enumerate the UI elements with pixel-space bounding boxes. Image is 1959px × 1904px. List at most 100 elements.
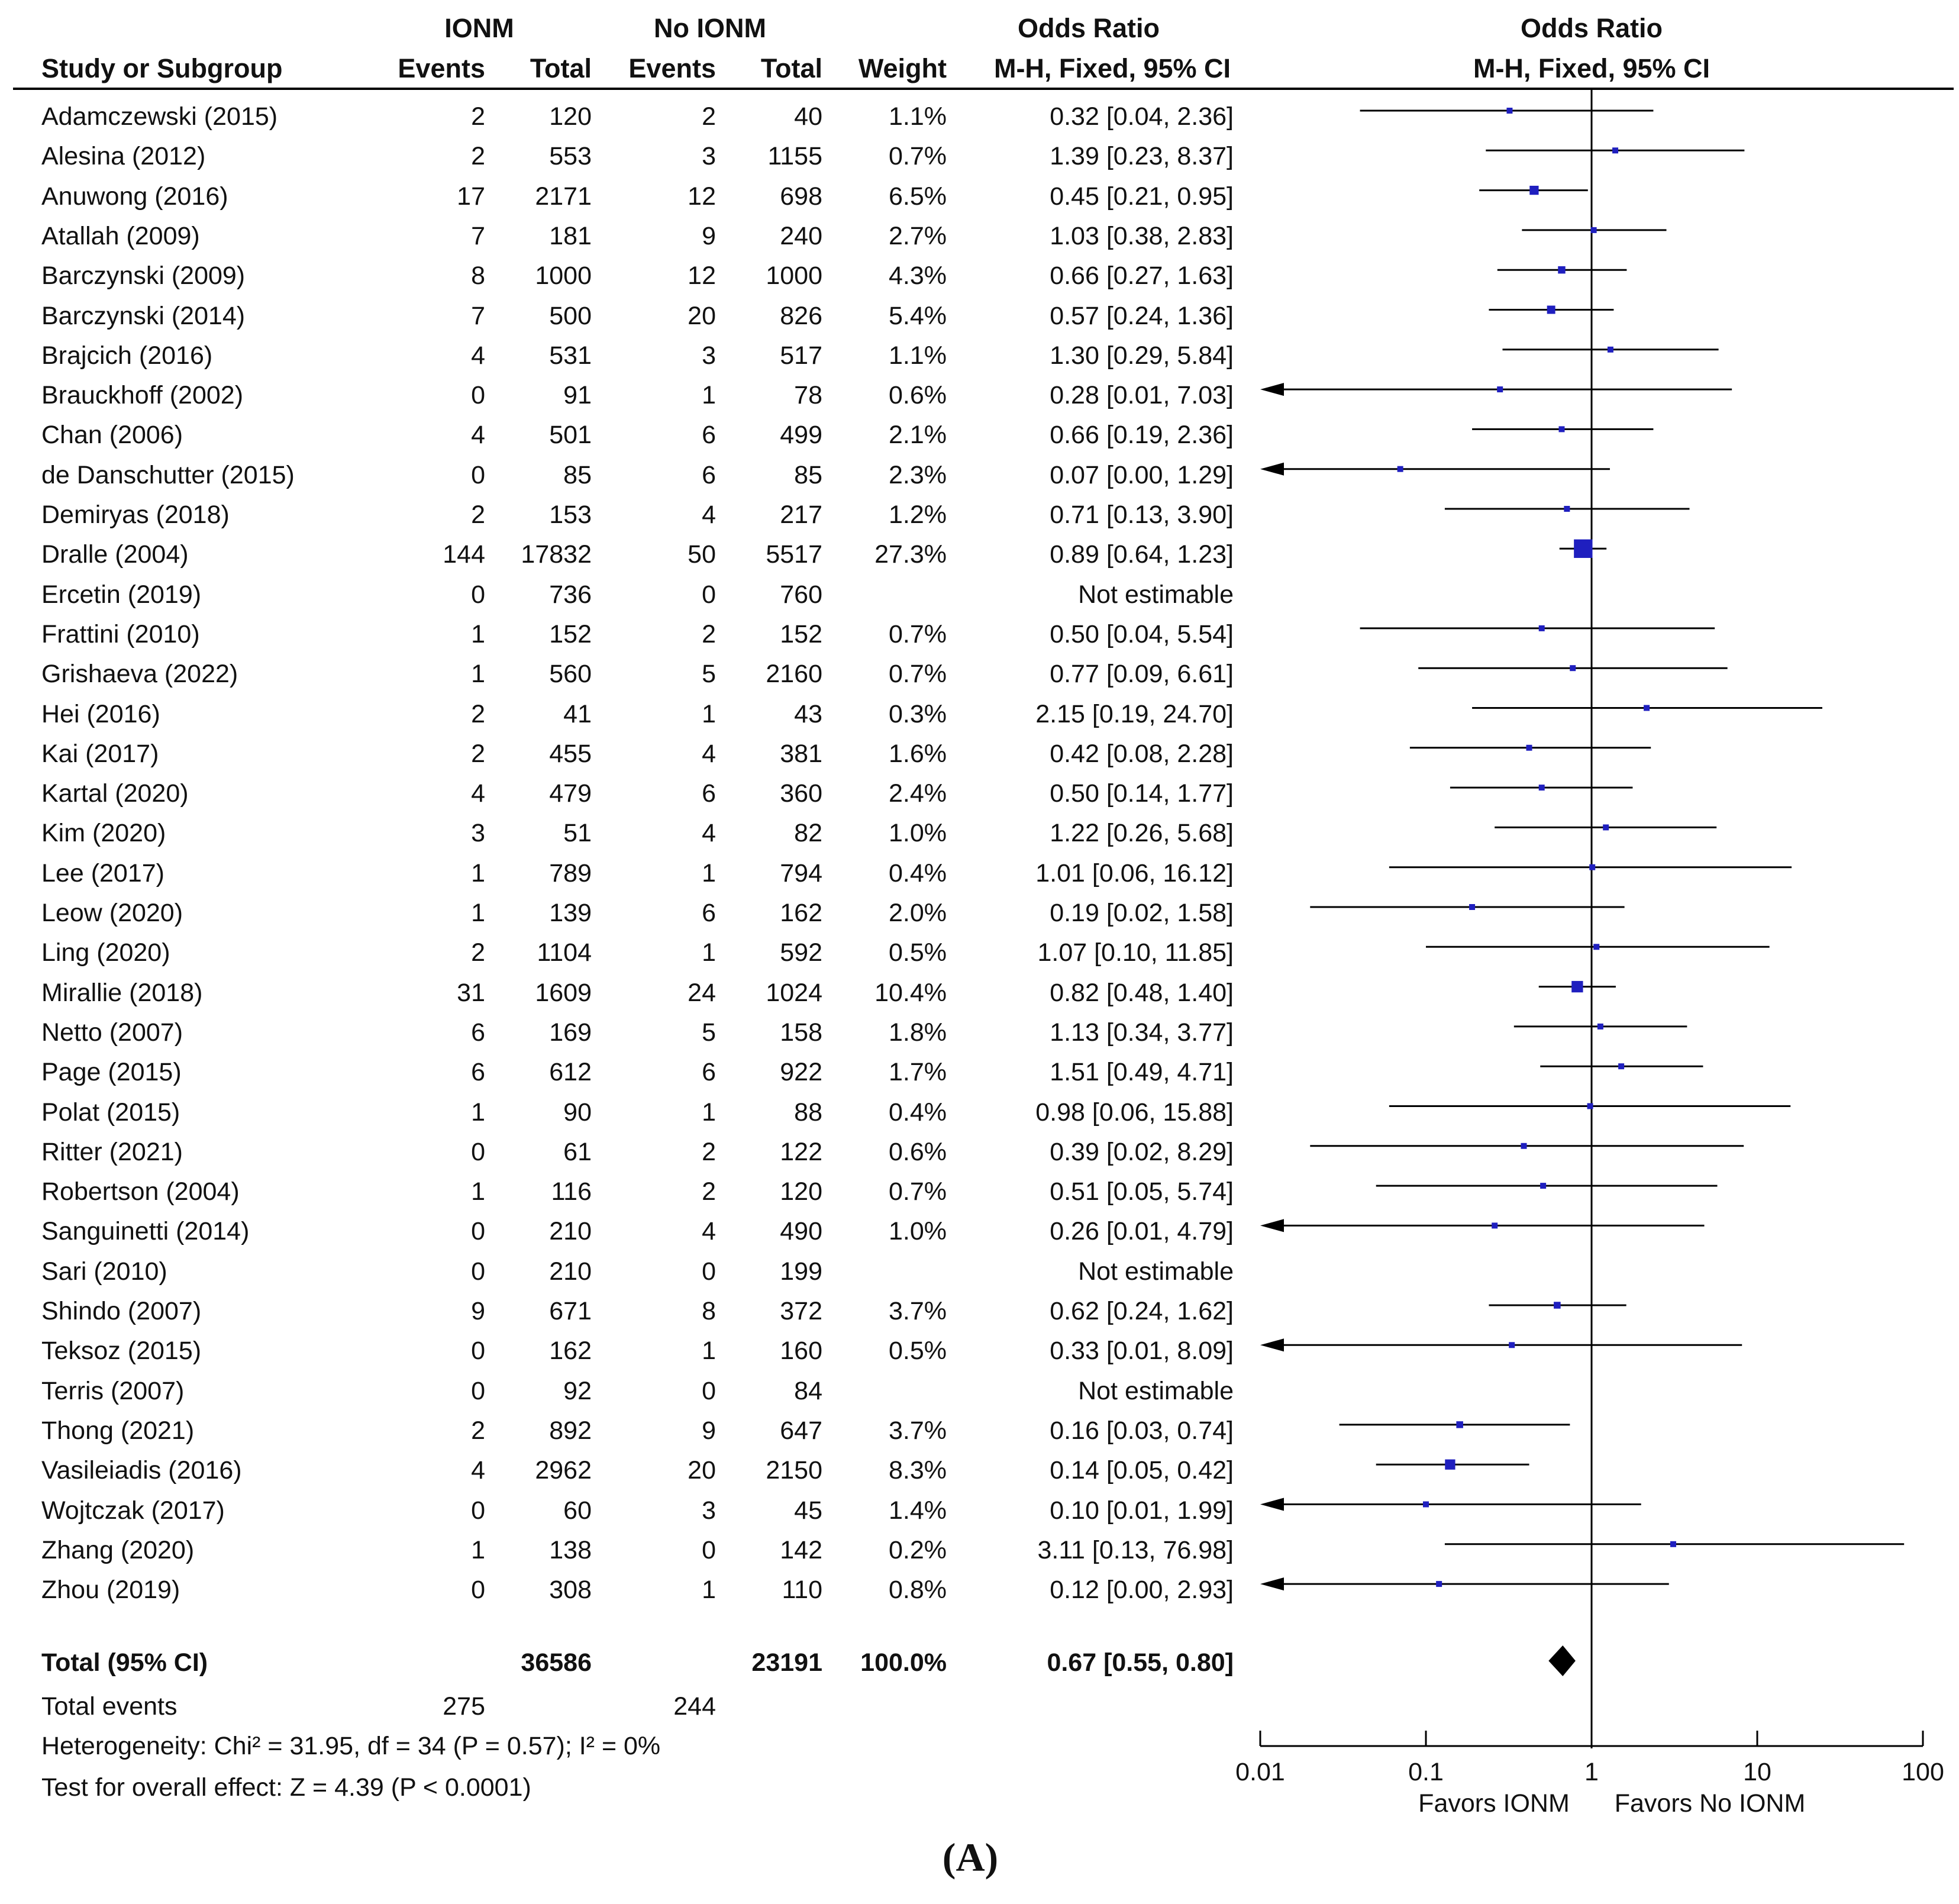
events-ionm: 1: [471, 859, 485, 888]
panel-label: (A): [942, 1835, 999, 1880]
total-ionm: 501: [549, 421, 592, 450]
total-ionm: 210: [549, 1217, 592, 1246]
study-marker: [1547, 305, 1555, 314]
odds-ratio-ci: 0.42 [0.08, 2.28]: [1050, 739, 1234, 768]
events-ionm: 4: [471, 779, 485, 808]
odds-ratio-ci: 0.71 [0.13, 3.90]: [1050, 501, 1234, 529]
study-name: Kartal (2020): [41, 779, 189, 808]
weight-value: 2.4%: [888, 779, 947, 808]
study-name: Netto (2007): [41, 1018, 183, 1047]
total-ionm: 61: [563, 1137, 592, 1166]
weight-value: 2.1%: [888, 421, 947, 450]
events-no-ionm: 6: [702, 779, 716, 808]
total-ionm: 560: [549, 660, 592, 689]
study-marker: [1509, 1342, 1515, 1348]
study-name: Lee (2017): [41, 859, 164, 888]
study-marker: [1538, 625, 1545, 631]
events-no-ionm: 1: [702, 938, 716, 967]
odds-ratio-ci: 0.10 [0.01, 1.99]: [1050, 1496, 1234, 1525]
total-ionm: 789: [549, 859, 592, 888]
study-name: Hei (2016): [41, 699, 160, 728]
total-no-ionm: 490: [780, 1217, 822, 1246]
total-ionm: 90: [563, 1098, 592, 1127]
odds-ratio-ci: 0.19 [0.02, 1.58]: [1050, 899, 1234, 927]
events-no-ionm: 2: [702, 619, 716, 648]
events-ionm: 17: [457, 182, 485, 211]
study-marker: [1558, 266, 1566, 274]
study-marker: [1423, 1501, 1429, 1508]
total-ionm: 85: [563, 460, 592, 489]
pooled-diamond: [1548, 1645, 1576, 1676]
events-ionm: 0: [471, 381, 485, 410]
events-ionm: 0: [471, 1217, 485, 1246]
odds-ratio-ci: 0.12 [0.00, 2.93]: [1050, 1576, 1234, 1605]
study-marker: [1492, 1222, 1498, 1229]
study-marker: [1574, 539, 1593, 558]
study-name: Robertson (2004): [41, 1177, 240, 1206]
total-ionm: 152: [549, 619, 592, 648]
total-ionm: 1000: [535, 262, 592, 291]
events-no-ionm: 6: [702, 421, 716, 450]
total-no-ionm: 199: [780, 1257, 822, 1286]
study-name: Sanguinetti (2014): [41, 1217, 250, 1246]
study-name: Polat (2015): [41, 1098, 180, 1127]
total-no-ionm: 517: [780, 341, 822, 370]
events-ionm: 1: [471, 619, 485, 648]
events-ionm: 2: [471, 102, 485, 131]
study-name: Dralle (2004): [41, 540, 189, 569]
study-marker: [1612, 147, 1619, 154]
total-no-ionm: 158: [780, 1018, 822, 1047]
weight-value: 27.3%: [874, 540, 947, 569]
total-ionm: 531: [549, 341, 592, 370]
total-no-ionm: 162: [780, 899, 822, 927]
ci-arrow-left: [1260, 1219, 1284, 1232]
weight-value: 0.7%: [888, 619, 947, 648]
header-events1: Events: [398, 53, 485, 83]
study-name: Ling (2020): [41, 938, 170, 967]
study-marker: [1540, 1183, 1547, 1189]
total-label: Total (95% CI): [41, 1648, 208, 1677]
events-ionm: 1: [471, 899, 485, 927]
study-marker: [1603, 824, 1609, 831]
odds-ratio-ci: 0.51 [0.05, 5.74]: [1050, 1177, 1234, 1206]
study-marker: [1558, 426, 1565, 433]
total-no-ionm: 1155: [767, 142, 822, 171]
total-no-ionm: 5517: [766, 540, 822, 569]
weight-value: 2.0%: [888, 899, 947, 927]
study-marker: [1521, 1143, 1527, 1149]
total-no-ionm: 647: [780, 1416, 822, 1445]
total-events-e1: 275: [443, 1692, 485, 1721]
weight-value: 1.4%: [888, 1496, 947, 1525]
study-marker: [1526, 744, 1532, 751]
study-marker: [1644, 705, 1650, 711]
events-no-ionm: 3: [702, 1496, 716, 1525]
study-name: Sari (2010): [41, 1257, 167, 1286]
odds-ratio-ci: Not estimable: [1078, 580, 1234, 609]
weight-value: 1.0%: [888, 819, 947, 848]
events-ionm: 7: [471, 221, 485, 250]
study-marker: [1506, 108, 1513, 114]
study-marker: [1554, 1302, 1561, 1309]
total-ionm: 1104: [537, 938, 592, 967]
study-name: Thong (2021): [41, 1416, 195, 1445]
header-total1: Total: [530, 53, 592, 83]
study-marker: [1607, 346, 1613, 353]
odds-ratio-ci: 0.16 [0.03, 0.74]: [1050, 1416, 1234, 1445]
ci-arrow-left: [1260, 1498, 1284, 1511]
events-no-ionm: 0: [702, 1376, 716, 1405]
header-study: Study or Subgroup: [41, 53, 283, 83]
odds-ratio-ci: 2.15 [0.19, 24.70]: [1035, 699, 1234, 728]
events-ionm: 1: [471, 1098, 485, 1127]
total-no-ionm: 217: [780, 501, 822, 529]
study-marker: [1597, 1023, 1603, 1030]
weight-value: 0.5%: [888, 938, 947, 967]
study-name: Wojtczak (2017): [41, 1496, 225, 1525]
events-ionm: 2: [471, 739, 485, 768]
total-ionm: 17832: [521, 540, 592, 569]
odds-ratio-ci: 0.14 [0.05, 0.42]: [1050, 1456, 1234, 1485]
events-no-ionm: 3: [702, 341, 716, 370]
events-ionm: 4: [471, 421, 485, 450]
odds-ratio-ci: Not estimable: [1078, 1257, 1234, 1286]
events-no-ionm: 1: [702, 1098, 716, 1127]
events-ionm: 7: [471, 301, 485, 330]
